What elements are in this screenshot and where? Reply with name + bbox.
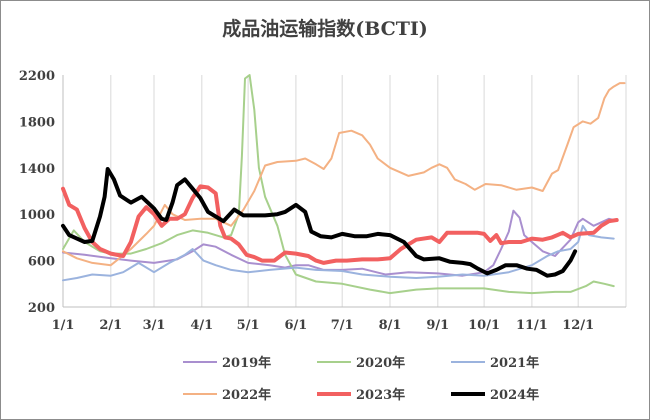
series-line-2023年: [61, 184, 619, 265]
y-tick-label-1: 600: [28, 255, 55, 270]
series-line-2021年: [62, 224, 615, 282]
legend-label-2024年: 2024年: [490, 387, 539, 403]
y-tick-label-4: 1800: [19, 115, 55, 130]
axes: 1/1 2/1 3/1 4/1 5/1 6/1 7/1 8/1 9/1 10/1 11/1 12/1 2…: [19, 69, 626, 333]
x-tick-label-11: 12/1: [562, 318, 594, 333]
x-tick-label-1: 2/1: [99, 318, 122, 333]
y-tick-label-2: 1000: [19, 208, 55, 223]
x-tick-label-6: 7/1: [331, 318, 354, 333]
legend-label-2023年: 2023年: [356, 387, 405, 403]
x-tick-label-9: 10/1: [468, 318, 500, 333]
y-tick-label-3: 1400: [19, 162, 55, 177]
x-tick-label-2: 3/1: [143, 318, 166, 333]
legend-label-2022年: 2022年: [222, 387, 271, 403]
series-line-2024年: [61, 167, 578, 278]
x-tick-label-5: 6/1: [284, 318, 307, 333]
y-tick-label-5: 2200: [19, 69, 55, 84]
series-lines: [61, 74, 626, 295]
x-tick-label-4: 5/1: [237, 318, 260, 333]
y-tick-label-0: 200: [28, 301, 55, 316]
x-tick-label-0: 1/1: [52, 318, 75, 333]
legend: 2019年 2020年 2021年 2022年 2023年 2024年: [183, 355, 539, 403]
series-line-2020年: [62, 74, 615, 295]
chart-title: 成品油运输指数(BCTI): [222, 18, 428, 40]
grid-lines: [62, 75, 627, 307]
legend-label-2021年: 2021年: [490, 355, 539, 371]
legend-label-2020年: 2020年: [356, 355, 405, 371]
x-tick-label-7: 8/1: [379, 318, 402, 333]
legend-label-2019年: 2019年: [222, 355, 271, 371]
x-tick-label-3: 4/1: [190, 318, 213, 333]
x-tick-label-8: 9/1: [426, 318, 449, 333]
x-tick-label-10: 11/1: [516, 318, 548, 333]
